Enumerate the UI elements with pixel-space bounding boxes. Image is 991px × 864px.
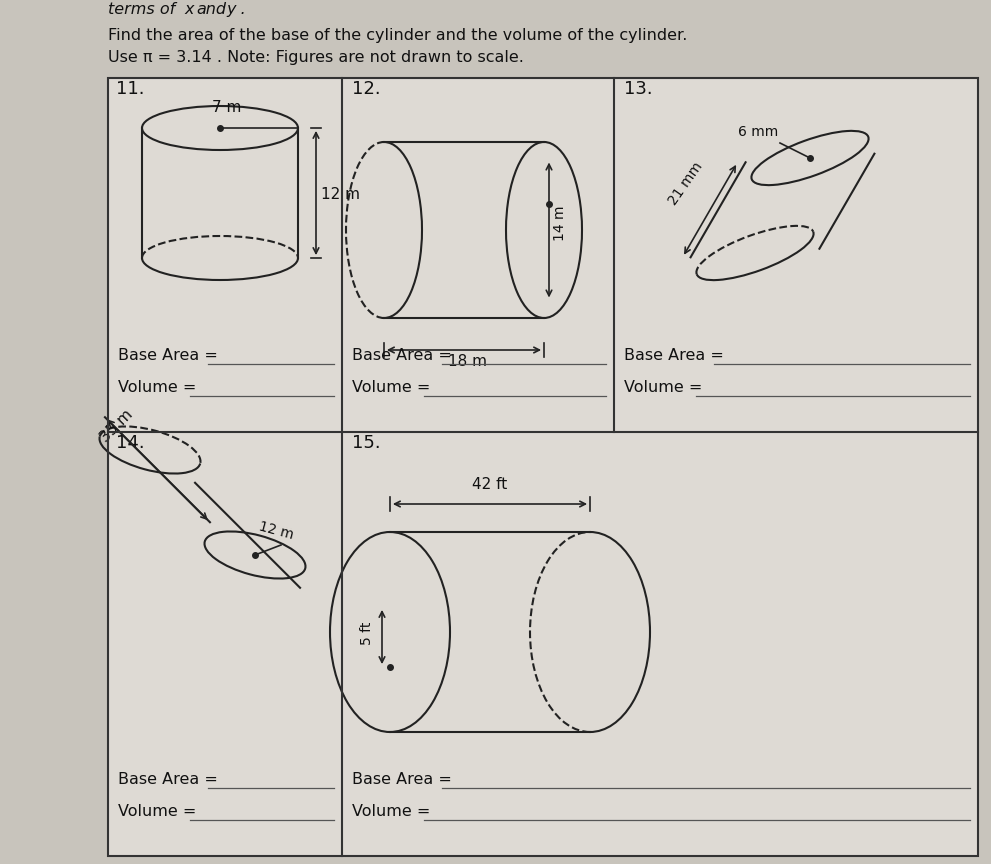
Text: Base Area =: Base Area = (352, 348, 452, 363)
Text: 12 m: 12 m (257, 519, 295, 542)
Text: Volume =: Volume = (118, 380, 196, 395)
Text: 11.: 11. (116, 80, 145, 98)
Text: 35 m: 35 m (97, 406, 136, 445)
Text: 5 ft: 5 ft (360, 621, 374, 645)
Bar (342, 432, 978, 856)
Text: y .: y . (226, 2, 246, 17)
Text: Volume =: Volume = (624, 380, 703, 395)
Text: Volume =: Volume = (118, 804, 196, 819)
Text: 42 ft: 42 ft (472, 477, 507, 492)
Bar (108, 432, 342, 856)
Text: 21 mm: 21 mm (666, 160, 706, 207)
Text: 15.: 15. (352, 434, 381, 452)
Text: x: x (184, 2, 193, 17)
Bar (108, 78, 978, 856)
Text: 14 m: 14 m (553, 206, 567, 241)
Text: and: and (196, 2, 226, 17)
Text: Base Area =: Base Area = (352, 772, 452, 787)
Text: terms of: terms of (108, 2, 175, 17)
Text: 14.: 14. (116, 434, 145, 452)
Bar (342, 78, 614, 432)
Text: 18 m: 18 m (448, 354, 487, 369)
Text: Find the area of the base of the cylinder and the volume of the cylinder.: Find the area of the base of the cylinde… (108, 28, 688, 43)
Text: Volume =: Volume = (352, 804, 430, 819)
Text: Base Area =: Base Area = (118, 772, 218, 787)
Text: Volume =: Volume = (352, 380, 430, 395)
Bar (614, 78, 978, 432)
Text: 7 m: 7 m (212, 100, 242, 115)
Bar (108, 78, 342, 432)
Text: 6 mm: 6 mm (738, 125, 778, 139)
Text: 12 m: 12 m (321, 187, 360, 202)
Text: Base Area =: Base Area = (118, 348, 218, 363)
Text: Use π = 3.14 . Note: Figures are not drawn to scale.: Use π = 3.14 . Note: Figures are not dra… (108, 50, 524, 65)
Text: 13.: 13. (624, 80, 653, 98)
Text: Base Area =: Base Area = (624, 348, 723, 363)
Text: 12.: 12. (352, 80, 381, 98)
